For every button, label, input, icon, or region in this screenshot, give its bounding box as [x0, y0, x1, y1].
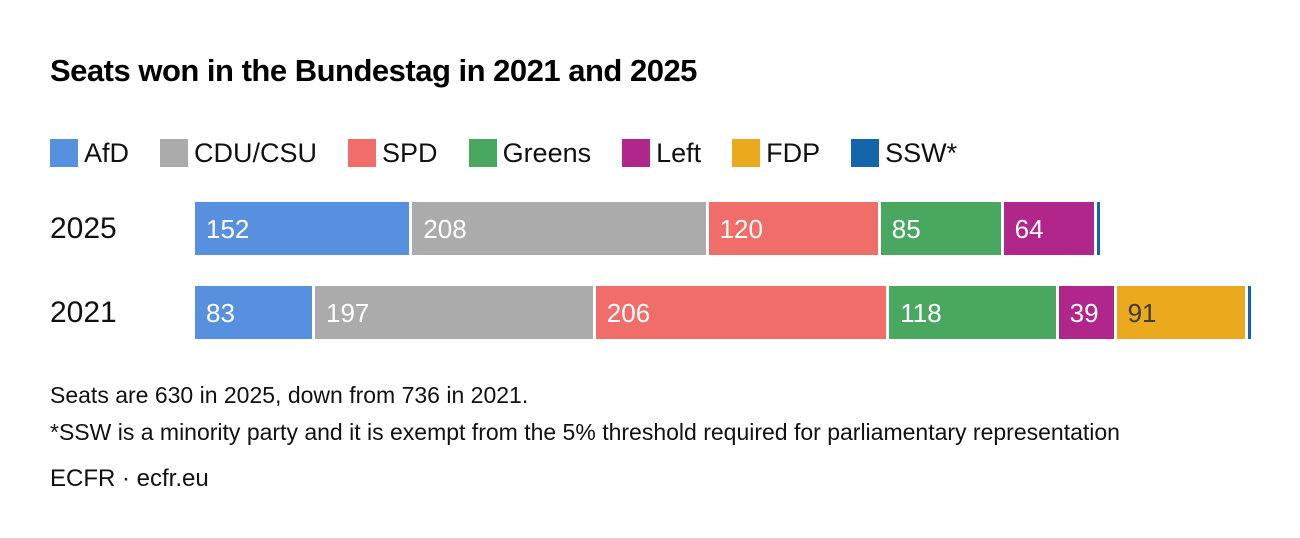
footnote-ssw-asterisk: *SSW is a minority party and it is exemp…: [50, 418, 1120, 445]
legend-item-ssw-: SSW*: [851, 137, 958, 168]
legend-item-fdp: FDP: [732, 137, 821, 168]
legend-item-cdu-csu: CDU/CSU: [160, 137, 318, 168]
bar-segment-2025-left: 64: [1003, 202, 1094, 256]
source-credit: ECFR · ecfr.eu: [50, 464, 209, 492]
bar-segment-value: 85: [891, 213, 921, 244]
bar-segment-2025-greens: 85: [880, 202, 1001, 256]
bar-segment-2025-afd: 152: [195, 202, 410, 256]
bar-segment-value: 39: [1069, 297, 1099, 328]
bar-segment-2021-cdu-csu: 197: [315, 286, 593, 340]
legend-swatch: [732, 139, 761, 168]
bar-segment-value: 197: [326, 297, 370, 328]
bar-segment-value: 120: [719, 213, 763, 244]
bar-segment-value: 83: [206, 297, 235, 328]
bar-segment-2025-cdu-csu: 208: [412, 202, 706, 256]
footnote-seat-totals: Seats are 630 in 2025, down from 736 in …: [50, 382, 529, 409]
legend-swatch: [468, 139, 497, 168]
bar-track-2025: 152 208 120 85 64: [195, 202, 1101, 256]
legend-item-afd: AfD: [50, 137, 130, 168]
legend-label: SSW*: [885, 137, 958, 168]
legend-item-greens: Greens: [468, 137, 592, 168]
legend-label: Left: [656, 137, 702, 168]
bar-segment-2025-ssw-: [1096, 202, 1101, 256]
bar-segment-2021-spd: 206: [595, 286, 887, 340]
row-label: 2025: [50, 211, 117, 245]
stacked-bar-chart: 2025 152 208 120 85 64 2021 83 197 206 118 39 91: [50, 202, 1252, 340]
chart-title: Seats won in the Bundestag in 2021 and 2…: [50, 53, 697, 88]
bar-segment-value: 208: [423, 213, 467, 244]
bar-segment-value: 118: [900, 297, 942, 328]
legend-label: FDP: [766, 137, 821, 168]
legend-item-spd: SPD: [348, 137, 438, 168]
legend-swatch: [348, 139, 377, 168]
legend-label: AfD: [84, 137, 130, 168]
legend-swatch: [622, 139, 651, 168]
legend: AfD CDU/CSU SPD Greens Left FDP SSW*: [50, 138, 1250, 168]
legend-swatch: [160, 139, 189, 168]
legend-item-left: Left: [622, 137, 702, 168]
legend-label: CDU/CSU: [194, 137, 318, 168]
legend-label: Greens: [502, 137, 592, 168]
legend-swatch: [50, 139, 78, 168]
bar-row-2025: 2025 152 208 120 85 64: [50, 202, 1250, 256]
bar-segment-value: 64: [1014, 213, 1044, 244]
bar-row-2021: 2021 83 197 206 118 39 91: [50, 286, 1252, 340]
bar-segment-2021-fdp: 91: [1116, 286, 1245, 340]
footer: Seats are 630 in 2025, down from 736 in …: [50, 377, 1250, 493]
bar-segment-value: 152: [206, 213, 250, 244]
bar-segment-2021-left: 39: [1058, 286, 1114, 340]
bar-track-2021: 83 197 206 118 39 91: [195, 286, 1252, 340]
bar-segment-2025-spd: 120: [708, 202, 878, 256]
bar-segment-2021-greens: 118: [889, 286, 1056, 340]
bar-segment-2021-afd: 83: [195, 286, 313, 340]
legend-swatch: [851, 139, 880, 168]
bar-segment-value: 91: [1127, 297, 1157, 328]
row-label: 2021: [50, 295, 117, 329]
legend-label: SPD: [382, 137, 438, 168]
bar-segment-2021-ssw-: [1247, 286, 1252, 340]
bar-segment-value: 206: [606, 297, 651, 328]
